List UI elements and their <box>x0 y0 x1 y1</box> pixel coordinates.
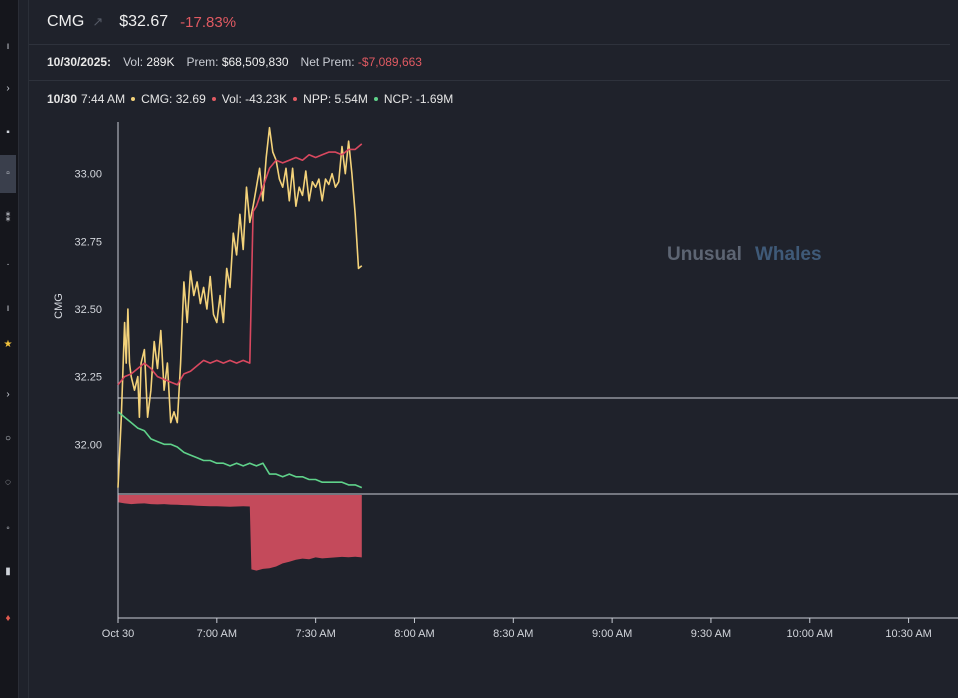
stats-divider <box>29 80 950 81</box>
x-tick-label: Oct 30 <box>102 628 134 640</box>
y-tick-labels: 33.00 32.75 32.50 32.25 32.00 <box>74 169 102 452</box>
x-tick-labels: Oct 30 7:00 AM 7:30 AM 8:00 AM 8:30 AM 9:00 A… <box>102 618 932 640</box>
volume-area <box>118 495 362 571</box>
x-tick-label: 10:30 AM <box>885 628 931 640</box>
y-tick-label: 32.75 <box>74 236 102 248</box>
ticker-symbol[interactable]: CMG <box>47 13 85 30</box>
nav-icon-2[interactable]: › <box>6 83 10 94</box>
watermark-whales: Whales <box>755 244 822 265</box>
price-series-line <box>117 126 363 488</box>
x-tick-label: 9:00 AM <box>592 628 632 640</box>
legend-time: 7:44 AM <box>81 92 126 106</box>
ticker-price: $32.67 <box>119 13 169 30</box>
nav-icon-4[interactable]: ⁑ <box>5 213 11 224</box>
vol-value: 289K <box>146 55 175 69</box>
y-axis-label: CMG <box>53 293 65 319</box>
nav-icon-10[interactable]: ◦ <box>6 523 10 534</box>
x-tick-label: 9:30 AM <box>691 628 731 640</box>
ncp-dot-icon <box>373 97 378 101</box>
nav-icon-7[interactable]: › <box>6 389 10 400</box>
fire-icon[interactable]: ♦ <box>5 613 11 624</box>
series-lines <box>117 126 363 489</box>
x-tick-label: 10:00 AM <box>787 628 833 640</box>
price-dot-icon <box>131 97 136 101</box>
legend-date: 10/30 <box>47 92 78 106</box>
x-tick-label: 8:30 AM <box>493 628 533 640</box>
external-link-icon[interactable]: ↗ <box>92 14 104 29</box>
nav-icon-3[interactable]: ▪ <box>6 127 10 138</box>
npp-series-line <box>117 143 363 386</box>
chart-legend: 10/30 7:44 AM CMG: 32.69 Vol: -43.23K NP… <box>47 92 453 106</box>
prem-label: Prem: <box>186 55 219 69</box>
npp-dot-icon <box>293 97 298 101</box>
ncp-series-line <box>117 411 363 489</box>
nav-icon-5[interactable]: · <box>6 259 10 270</box>
legend-vol: Vol: -43.23K <box>221 92 288 106</box>
star-icon[interactable]: ★ <box>3 339 13 350</box>
x-tick-label: 7:00 AM <box>197 628 237 640</box>
left-sidebar: ı › ▪ ▫ ⁑ · ı ★ › ○ ◌ ◦ ▮ ♦ <box>0 0 19 698</box>
nav-icon-11[interactable]: ▮ <box>5 566 11 577</box>
legend-ncp: NCP: -1.69M <box>383 92 454 106</box>
nav-icon-9[interactable]: ◌ <box>5 477 11 488</box>
stats-date: 10/30/2025: <box>47 55 112 69</box>
nav-icon-1[interactable]: ı <box>6 41 10 52</box>
y-tick-label: 32.50 <box>74 304 102 316</box>
nav-icon-8[interactable]: ○ <box>4 433 12 444</box>
stats-row: 10/30/2025: Vol: 289K Prem: $68,509,830 … <box>47 55 422 69</box>
header-divider <box>29 44 950 45</box>
vol-label: Vol: <box>123 55 144 69</box>
nav-icon-active[interactable]: ▫ <box>0 155 16 193</box>
legend-cmg: CMG: 32.69 <box>141 92 206 106</box>
y-tick-label: 32.25 <box>74 372 102 384</box>
net-prem-label: Net Prem: <box>300 55 355 69</box>
prem-value: $68,509,830 <box>221 55 289 69</box>
legend-npp: NPP: 5.54M <box>303 92 368 106</box>
volume-dot-icon <box>211 97 216 101</box>
nav-icon-6[interactable]: ı <box>6 303 10 314</box>
net-prem-value: -$7,089,663 <box>357 55 422 69</box>
y-tick-label: 32.00 <box>74 439 102 451</box>
volume-area-group <box>118 495 362 571</box>
ticker-panel: CMG ↗ $32.67 -17.83% 10/30/2025: Vol: 28… <box>28 0 958 698</box>
ticker-header: CMG ↗ $32.67 -17.83% <box>47 10 236 34</box>
watermark-unusual: Unusual <box>667 244 742 265</box>
x-tick-label: 7:30 AM <box>295 628 335 640</box>
y-tick-label: 33.00 <box>74 169 102 181</box>
x-tick-label: 8:00 AM <box>394 628 434 640</box>
ticker-change: -17.83% <box>180 13 237 31</box>
